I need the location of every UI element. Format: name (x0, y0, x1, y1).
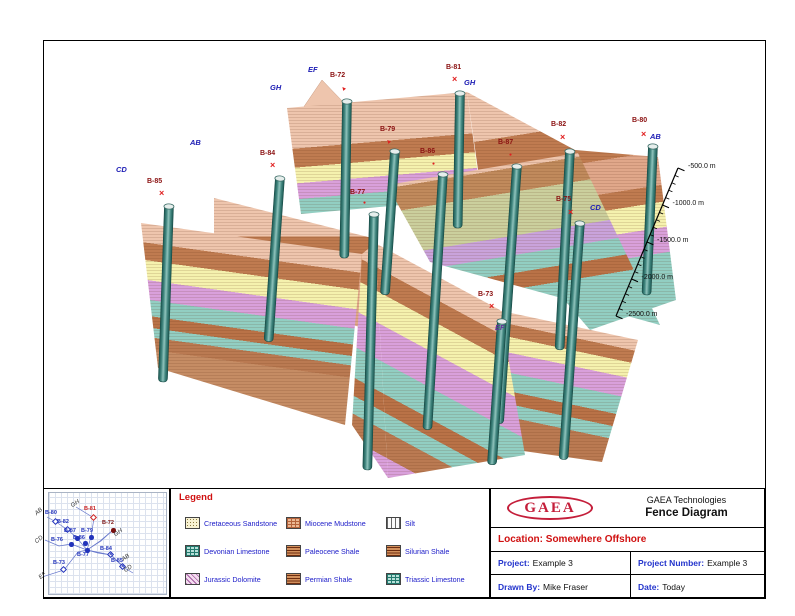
map-point-B-72 (111, 528, 116, 533)
map-point-label-B-80: B-80 (45, 510, 57, 516)
map-point-B-77 (85, 548, 90, 553)
legend-item: Jurassic Dolomite (185, 565, 286, 593)
map-point-label-B-86: B-86 (73, 535, 85, 541)
legend-item: Devonian Limestone (185, 537, 286, 565)
brick-tan-swatch-icon (286, 517, 301, 529)
logo-cell: GAEA (491, 496, 609, 520)
date-value: Today (662, 582, 685, 592)
location-value: Somewhere Offshore (545, 534, 647, 545)
legend-title: Legend (179, 492, 213, 503)
map-point-label-B-84: B-84 (100, 546, 112, 552)
borehole-B-73 (487, 318, 508, 466)
document-title: Fence Diagram (645, 507, 728, 520)
map-point-label-B-85: B-85 (111, 558, 123, 564)
legend-label: Jurassic Dolomite (204, 574, 261, 584)
project-row: Project: Example 3 Project Number: Examp… (491, 552, 764, 575)
legend-items: Cretaceous Sandstone Devonian Limestone Ju… (185, 509, 483, 593)
plan-map-inset: B-80 B-82 B-87 B-76 B-79 B-86 B-77 B-81 B-72 × B-8… (34, 488, 170, 598)
drawn-by-row: Drawn By: Mike Fraser Date: Today (491, 575, 764, 599)
dots-swatch-icon (185, 517, 200, 529)
legend-item: Permian Shale (286, 565, 386, 593)
borehole-B-82 (554, 148, 576, 351)
section-line-ef (44, 529, 114, 577)
legend-item: Cretaceous Sandstone (185, 509, 286, 537)
map-point-label-B-79: B-79 (81, 528, 93, 534)
title-block-header-row: GAEA GAEA Technologies Fence Diagram (491, 489, 764, 528)
date-cell: Date: Today (631, 575, 764, 599)
legend-label: Permian Shale (305, 574, 353, 584)
legend-label: Miocene Mudstone (305, 518, 366, 528)
borehole-B-80 (641, 143, 659, 296)
project-value: Example 3 (532, 558, 573, 568)
map-point-label-B-87: B-87 (64, 528, 76, 534)
legend-item: Silt (386, 509, 483, 537)
legend-label: Silt (405, 518, 415, 528)
borehole-B-79 (380, 148, 401, 296)
project-number-cell: Project Number: Example 3 (631, 552, 764, 574)
date-label: Date: (638, 582, 660, 592)
brick-teal-swatch-icon (386, 573, 401, 585)
legend-label: Triassic Limestone (405, 574, 465, 584)
map-point-x-B-84: × (109, 552, 113, 558)
legend-label: Cretaceous Sandstone (204, 518, 278, 528)
project-number-value: Example 3 (707, 558, 748, 568)
map-point-x-B-85: × (121, 564, 125, 570)
vdash-swatch-icon (386, 517, 401, 529)
brick-teal-swatch-icon (185, 545, 200, 557)
map-point-B-76 (69, 542, 74, 547)
legend-item: Miocene Mudstone (286, 509, 386, 537)
hlines-swatch-icon (386, 545, 401, 557)
title-block: GAEA GAEA Technologies Fence Diagram Loc… (490, 488, 765, 599)
map-point-label-B-81: B-81 (84, 506, 96, 512)
gaea-logo: GAEA (507, 496, 593, 520)
borehole-B-75 (558, 220, 586, 460)
drawn-by-cell: Drawn By: Mike Fraser (491, 575, 631, 599)
plan-map-section-lines (44, 506, 134, 577)
company-name: GAEA Technologies (646, 495, 727, 506)
project-label: Project: (498, 558, 530, 568)
drawn-by-label: Drawn By: (498, 582, 541, 592)
map-point-B-86 (83, 541, 88, 546)
borehole-B-81 (452, 90, 466, 229)
borehole-B-85 (158, 203, 175, 383)
fence-panels (141, 79, 676, 478)
hlines-swatch-icon (286, 573, 301, 585)
legend-item: Silurian Shale (386, 537, 483, 565)
borehole-B-77 (362, 211, 380, 471)
location-label: Location: (498, 534, 543, 545)
legend: Legend Cretaceous Sandstone Devonian Lime… (170, 488, 490, 598)
drawn-by-value: Mike Fraser (543, 582, 588, 592)
legend-label: Devonian Limestone (204, 546, 270, 556)
map-point-label-B-73: B-73 (53, 560, 65, 566)
map-point-label-B-72: B-72 (102, 520, 114, 526)
legend-item: Triassic Limestone (386, 565, 483, 593)
hlines-swatch-icon (286, 545, 301, 557)
legend-label: Silurian Shale (405, 546, 450, 556)
borehole-B-86 (422, 171, 449, 430)
borehole-cylinders (158, 90, 659, 471)
legend-label: Paleocene Shale (305, 546, 360, 556)
map-point-label-B-76: B-76 (51, 537, 63, 543)
company-cell: GAEA Technologies Fence Diagram (609, 495, 764, 521)
map-point-B-79 (89, 535, 94, 540)
borehole-B-72 (339, 98, 353, 259)
depth-axis (615, 167, 685, 320)
project-number-label: Project Number: (638, 558, 705, 568)
diag-swatch-icon (185, 573, 200, 585)
map-point-B-87 (75, 536, 80, 541)
borehole-B-84 (263, 175, 286, 342)
map-point-label-B-82: B-82 (57, 519, 69, 525)
map-point-label-B-77: B-77 (77, 552, 89, 558)
project-cell: Project: Example 3 (491, 552, 631, 574)
legend-item: Paleocene Shale (286, 537, 386, 565)
location-row: Location: Somewhere Offshore (491, 528, 764, 552)
plan-map-grid (48, 492, 167, 595)
